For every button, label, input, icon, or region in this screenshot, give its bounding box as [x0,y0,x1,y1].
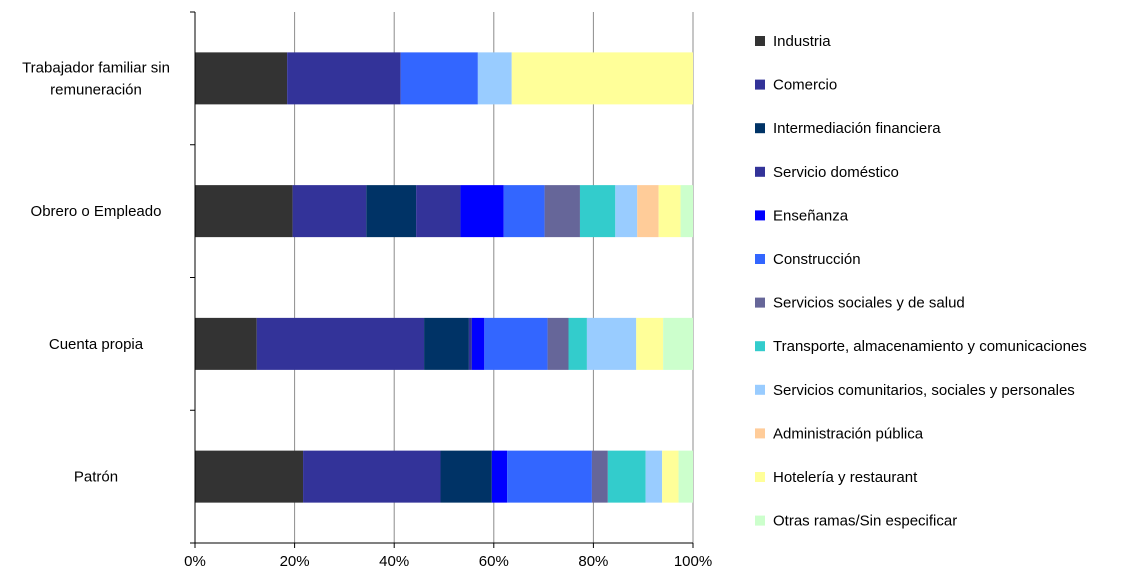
x-tick-labels: 0% 20% 40% 60% 80% 100% [184,553,712,570]
bar-segment [424,317,469,370]
bar-segment [292,185,367,238]
legend-label: Servicio doméstico [773,164,899,181]
bar-segment [636,317,664,370]
legend-swatch [755,428,765,439]
legend-label: Hotelería y restaurant [773,469,918,486]
legend-label: Comercio [773,77,837,94]
bar-segment [591,450,608,503]
bar-segment [471,317,485,370]
bar-segment [400,52,478,105]
legend-label: Enseñanza [773,207,849,224]
bar-segment [256,317,425,370]
bar-segment [645,450,663,503]
category-label: Obrero o Empleado [31,203,162,220]
category-label-line: Patrón [74,469,118,486]
bar-segment [195,185,293,238]
bar-segment [416,185,461,238]
legend-label: Transporte, almacenamiento y comunicacio… [773,338,1087,355]
bar-segment [440,450,492,503]
legend-label: Servicios comunitarios, sociales y perso… [773,382,1075,399]
legend-swatch [755,384,765,395]
bar-segment [195,52,288,105]
bar-segment [366,185,417,238]
legend-label: Industria [773,33,831,50]
legend-label: Servicios sociales y de salud [773,295,965,312]
bar-segment [195,317,257,370]
bar-segment [579,185,616,238]
legend-swatch [755,472,765,482]
category-label-line: remuneración [50,81,142,98]
bar-segment [662,450,679,503]
category-label: Cuenta propia [49,336,144,353]
bar-segment [607,450,646,503]
bar-segment [680,185,693,238]
x-tick-label: 20% [280,553,310,570]
category-label-line: Cuenta propia [49,336,144,353]
bar-segment [303,450,441,503]
category-label-line: Obrero o Empleado [31,203,162,220]
legend-swatch [755,123,765,134]
bar-segment [615,185,638,238]
bar-segment [568,317,587,370]
bar-segment [287,52,401,105]
x-tick-label: 60% [479,553,509,570]
bar-segment [195,450,304,503]
legend-swatch [755,166,765,177]
x-tick-label: 0% [184,553,206,570]
bar-segment [544,185,580,238]
bar-segment [468,317,472,370]
bar-segment [460,185,504,238]
category-label-line: Trabajador familiar sin [22,59,170,76]
category-label: Trabajador familiar sin remuneración [22,59,170,98]
bar-segment [503,185,545,238]
bar-segment [637,185,659,238]
legend-swatch [755,210,765,221]
legend-swatch [755,79,765,90]
legend-swatch [755,515,765,526]
bar-segment [678,450,693,503]
legend-label: Administración pública [773,425,924,442]
legend-swatch [755,36,765,46]
bars [195,52,693,503]
legend-label: Construcción [773,251,861,268]
legend-swatch [755,341,765,352]
legend: Industria Comercio Intermediación financie… [755,33,1087,530]
legend-label: Otras ramas/Sin especificar [773,513,957,530]
bar-segment [511,52,693,105]
bar-segment [507,450,592,503]
legend-label: Intermediación financiera [773,120,941,137]
x-tick-label: 40% [379,553,409,570]
axes [190,11,694,548]
bar-segment [491,450,508,503]
bar-segment [663,317,693,370]
bar-segment [484,317,548,370]
x-tick-label: 100% [674,553,712,570]
x-tick-label: 80% [578,553,608,570]
bar-segment [586,317,637,370]
category-labels: Trabajador familiar sin remuneración Obrer… [22,59,170,485]
bar-segment [547,317,569,370]
legend-swatch [755,297,765,308]
bar-segment [658,185,681,238]
bar-segment [477,52,512,105]
legend-swatch [755,254,765,264]
category-label: Patrón [74,469,118,486]
